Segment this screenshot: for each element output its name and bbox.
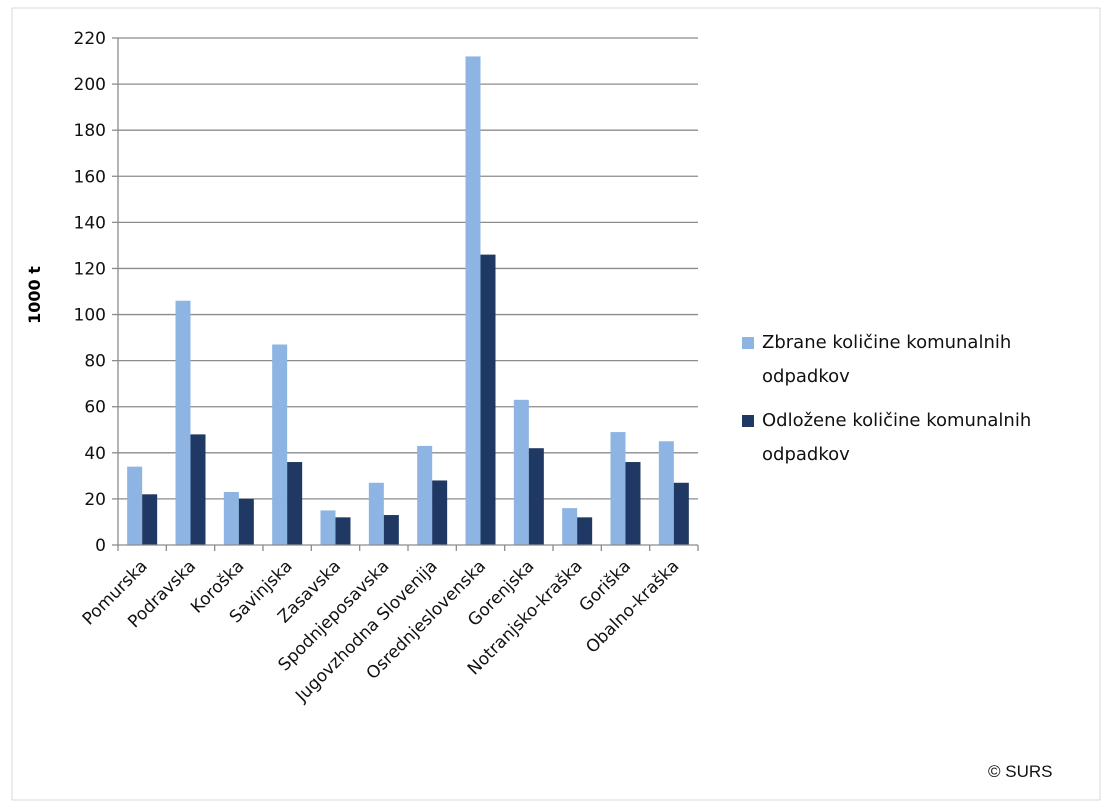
bar-landfilled xyxy=(577,517,593,545)
legend-item-landfilled: Odložene količine komunalnih odpadkov xyxy=(742,404,1092,472)
bar-landfilled xyxy=(432,480,448,545)
bar-collected xyxy=(127,466,143,545)
y-tick-label: 0 xyxy=(95,536,106,556)
y-tick-label: 160 xyxy=(74,167,106,187)
legend-label-collected: Zbrane količine komunalnih odpadkov xyxy=(762,332,1012,387)
bar-landfilled xyxy=(142,494,158,545)
axes xyxy=(117,38,699,551)
y-tick-label: 140 xyxy=(74,213,106,233)
y-tick-label: 120 xyxy=(74,259,106,279)
y-tick-label: 60 xyxy=(84,398,106,418)
bar-collected xyxy=(513,399,529,545)
gridlines xyxy=(112,37,698,546)
y-tick-labels: 0 20 40 60 80 100 120 140 160 180 200 220 xyxy=(74,29,106,556)
bar-collected xyxy=(320,510,336,545)
source-credit: © SURS xyxy=(988,762,1053,781)
bar-landfilled xyxy=(528,448,544,545)
bar-landfilled xyxy=(190,434,206,545)
bar-collected xyxy=(562,508,578,545)
bar-collected xyxy=(175,300,191,545)
bar-landfilled xyxy=(287,462,303,545)
bar-landfilled xyxy=(335,517,351,545)
bar-landfilled xyxy=(480,254,496,546)
bar-collected xyxy=(272,344,288,545)
bar-collected xyxy=(223,491,239,545)
bars xyxy=(127,56,689,546)
y-axis-label: 1000 t xyxy=(25,266,44,324)
bar-collected xyxy=(465,56,481,545)
y-tick-label: 200 xyxy=(74,75,106,95)
legend-item-collected: Zbrane količine komunalnih odpadkov xyxy=(742,326,1092,394)
bar-collected xyxy=(610,432,626,545)
bar-collected xyxy=(658,441,674,545)
bar-landfilled xyxy=(383,515,399,545)
bar-landfilled xyxy=(673,482,689,545)
y-tick-label: 100 xyxy=(74,306,106,326)
legend-swatch-landfilled xyxy=(742,415,754,427)
legend-label-landfilled: Odložene količine komunalnih odpadkov xyxy=(762,410,1032,465)
chart-border xyxy=(11,7,1101,801)
y-tick-label: 180 xyxy=(74,121,106,141)
bar-collected xyxy=(417,445,433,545)
y-tick-label: 220 xyxy=(74,29,106,49)
y-tick-label: 40 xyxy=(84,444,106,464)
legend-swatch-collected xyxy=(742,337,754,349)
legend: Zbrane količine komunalnih odpadkov Odlo… xyxy=(742,326,1092,482)
bar-landfilled xyxy=(625,462,641,545)
bar-collected xyxy=(368,482,384,545)
y-tick-label: 80 xyxy=(84,352,106,372)
bar-landfilled xyxy=(238,498,254,545)
y-tick-label: 20 xyxy=(84,490,106,510)
